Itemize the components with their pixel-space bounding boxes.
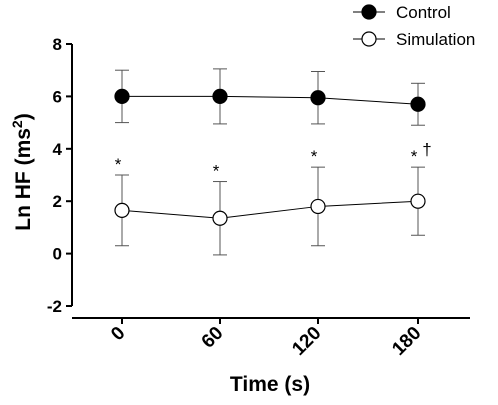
legend-marker — [361, 4, 377, 20]
x-axis-title: Time (s) — [230, 373, 310, 396]
y-tick-label: 8 — [53, 35, 62, 54]
data-point — [212, 210, 228, 226]
x-ticks: 0 60 120 180 — [107, 318, 426, 360]
series-line — [122, 95, 419, 105]
asterisk-annotation: * — [311, 147, 318, 166]
data-point — [114, 88, 130, 105]
series-layer — [114, 68, 426, 256]
legend-label: Simulation — [396, 30, 475, 49]
y-tick-label: 2 — [53, 192, 62, 211]
x-tick-label: 120 — [288, 323, 325, 360]
data-point — [310, 90, 326, 106]
asterisk-annotation: * — [213, 162, 220, 181]
annotations-layer: * ** * † — [115, 140, 432, 180]
legend-entry-simulation: Simulation — [353, 30, 475, 49]
y-tick-label: 0 — [53, 245, 62, 264]
x-tick-label: 60 — [198, 323, 228, 353]
legend-label: Control — [396, 3, 451, 22]
series-simulation — [114, 166, 426, 256]
data-point — [114, 202, 130, 218]
data-point — [310, 198, 326, 215]
y-ticks: -2 0 2 4 6 8 — [47, 35, 72, 316]
asterisk-annotation: * — [411, 147, 418, 166]
y-axis-title-sup: 2 — [9, 120, 25, 128]
y-axis-title-base: Ln HF (ms — [12, 128, 35, 231]
y-tick-label: -2 — [47, 297, 62, 316]
legend: Control Simulation — [353, 3, 475, 49]
data-point — [212, 88, 228, 105]
y-tick-label: 4 — [53, 140, 63, 159]
legend-entry-control: Control — [353, 3, 451, 22]
dagger-annotation: † — [422, 140, 431, 159]
y-tick-label: 6 — [53, 87, 62, 106]
y-axis-title: Ln HF (ms2) — [9, 113, 35, 230]
data-point — [410, 96, 426, 112]
series-control — [114, 68, 426, 126]
x-tick-label: 180 — [388, 323, 425, 360]
y-axis-title-end: ) — [12, 113, 35, 120]
axes — [71, 44, 470, 319]
x-tick-label: 0 — [107, 323, 129, 345]
series-line — [121, 200, 419, 219]
data-point — [410, 193, 426, 209]
legend-marker — [361, 31, 377, 47]
asterisk-annotation: * — [115, 155, 122, 174]
